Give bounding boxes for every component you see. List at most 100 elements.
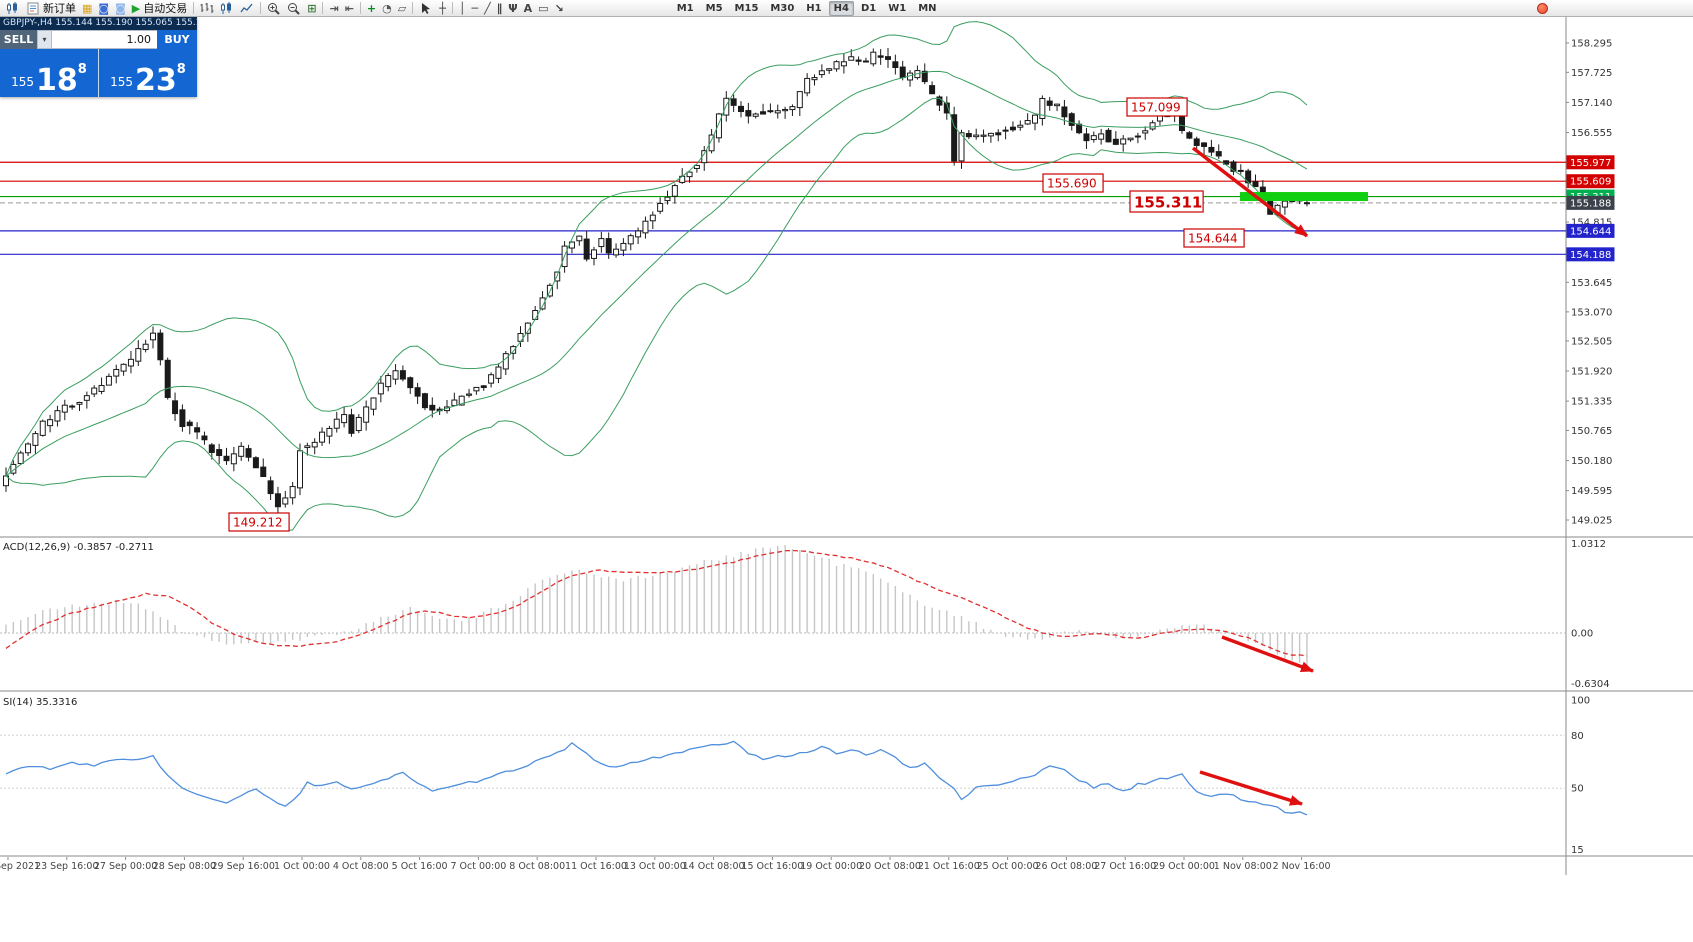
chart-shift-button[interactable]: ⇤ xyxy=(342,1,357,16)
timeframe-h1[interactable]: H1 xyxy=(806,2,822,14)
crosshair-button[interactable]: ┼ xyxy=(436,1,449,16)
template-button[interactable]: ▱ xyxy=(395,1,409,16)
new-order-button[interactable]: 新订单 xyxy=(23,1,79,16)
timeframe-mn[interactable]: MN xyxy=(918,2,937,14)
price-axis-label: 153.070 xyxy=(1571,307,1612,318)
candle xyxy=(1068,112,1075,131)
candle xyxy=(311,438,318,455)
arrows-tool-button[interactable]: ↘ xyxy=(551,1,566,16)
period-clock-button[interactable]: ◔ xyxy=(379,1,395,16)
candle xyxy=(855,56,862,66)
add-indicator-button[interactable]: + xyxy=(364,1,379,16)
one-click-trading-panel: GBPJPY-,H4 155.144 155.190 155.065 155.1… xyxy=(0,17,197,97)
buy-button[interactable]: BUY xyxy=(157,30,197,49)
candle xyxy=(98,377,105,395)
tile-windows-button[interactable]: ⊞ xyxy=(304,1,319,16)
timeframe-m30[interactable]: M30 xyxy=(770,2,795,14)
timeframe-m1[interactable]: M1 xyxy=(676,2,694,14)
candle xyxy=(260,458,267,478)
auto-scroll-icon: ⇥ xyxy=(329,1,339,15)
sell-button[interactable]: SELL xyxy=(0,30,37,49)
timeframe-h4[interactable]: H4 xyxy=(828,0,854,16)
timeframe-m15[interactable]: M15 xyxy=(734,2,759,14)
candle xyxy=(980,129,987,143)
cursor-button[interactable] xyxy=(416,1,436,16)
autotrading-button-label: 自动交易 xyxy=(143,2,188,15)
zoom-out-icon xyxy=(287,2,301,15)
rsi-line xyxy=(5,740,1308,816)
pitchfork-button[interactable]: Ψ xyxy=(505,1,520,16)
timeframe-d1[interactable]: D1 xyxy=(860,2,877,14)
candle xyxy=(326,425,333,444)
candle xyxy=(885,48,891,68)
time-axis-label: 27 Sep 00:00 xyxy=(94,861,157,872)
candle xyxy=(1223,160,1230,165)
label-tool-button[interactable]: ▭ xyxy=(535,1,551,16)
timeframe-w1[interactable]: W1 xyxy=(888,2,907,14)
candle xyxy=(1046,96,1053,111)
autotrading-button[interactable]: ▶ 自动交易 xyxy=(129,1,190,16)
candlestick-series xyxy=(3,48,1310,513)
vertical-line-icon: │ xyxy=(458,1,466,15)
channel-button[interactable]: ∥ xyxy=(494,1,506,16)
add-indicator-icon: + xyxy=(366,1,377,15)
volume-dropdown[interactable]: ▾ xyxy=(37,30,52,49)
axis-level-badge xyxy=(1566,223,1615,238)
price-annotation-box[interactable] xyxy=(1129,190,1204,213)
line-mode-button[interactable] xyxy=(237,1,257,16)
timeframe-m5[interactable]: M5 xyxy=(705,2,723,14)
candle xyxy=(774,104,781,119)
vertical-line-button[interactable]: │ xyxy=(456,1,469,16)
horizontal-line-button[interactable]: ─ xyxy=(468,1,481,16)
rsi-scale-label: 80 xyxy=(1571,731,1584,742)
chart-shift-icon: ⇤ xyxy=(344,1,354,15)
bid-price-figure: 155 xyxy=(11,75,35,89)
price-axis-label: 149.025 xyxy=(1571,515,1612,526)
trend-arrow[interactable] xyxy=(1191,146,1309,238)
candle xyxy=(1245,168,1252,188)
volume-input[interactable]: 1.00 xyxy=(52,30,157,49)
notification-badge[interactable] xyxy=(1537,2,1548,14)
candle xyxy=(591,246,597,266)
candle xyxy=(377,375,384,403)
candle xyxy=(789,104,796,116)
price-annotation-box[interactable] xyxy=(1126,97,1188,117)
candle xyxy=(767,103,774,114)
price-annotation-box[interactable] xyxy=(1183,228,1245,248)
new-chart-button[interactable] xyxy=(3,1,23,16)
market-watch-button[interactable]: ▦ xyxy=(79,1,95,16)
price-annotation-box[interactable] xyxy=(1042,173,1104,193)
bars-mode-button[interactable] xyxy=(197,1,217,16)
candle xyxy=(613,243,620,258)
zoom-out-button[interactable] xyxy=(284,1,304,16)
time-axis-label: 14 Oct 08:00 xyxy=(683,861,745,872)
auto-scroll-button[interactable]: ⇥ xyxy=(326,1,341,16)
trendline-button[interactable]: ╱ xyxy=(481,1,494,16)
macd-scale-label: 1.0312 xyxy=(1571,539,1606,550)
community-button[interactable]: ◙ xyxy=(112,1,129,16)
candle xyxy=(495,363,502,384)
candle xyxy=(635,227,642,245)
candles-mode-button[interactable] xyxy=(217,1,237,16)
price-axis-label: 150.765 xyxy=(1571,426,1612,437)
candle xyxy=(862,57,869,63)
zoom-in-button[interactable] xyxy=(264,1,284,16)
svg-text:155.609: 155.609 xyxy=(1570,177,1611,188)
trend-arrow[interactable] xyxy=(1221,635,1314,673)
candle xyxy=(157,329,164,366)
candle xyxy=(274,486,281,513)
ask-price[interactable]: 155 23 8 xyxy=(99,49,197,97)
green-zone[interactable] xyxy=(1240,192,1368,202)
candle xyxy=(105,373,112,386)
accounts-button[interactable]: ◙ xyxy=(95,1,112,16)
candle xyxy=(907,70,914,87)
arrows-tool-icon: ↘ xyxy=(554,1,564,15)
text-tool-button[interactable]: A xyxy=(521,1,536,16)
trend-arrow[interactable] xyxy=(1199,770,1303,806)
bid-price[interactable]: 155 18 8 xyxy=(0,49,99,97)
price-annotation-box[interactable] xyxy=(228,512,290,532)
axis-level-badge xyxy=(1566,174,1615,189)
candle xyxy=(510,345,517,360)
macd-scale-label: -0.6304 xyxy=(1571,679,1610,690)
